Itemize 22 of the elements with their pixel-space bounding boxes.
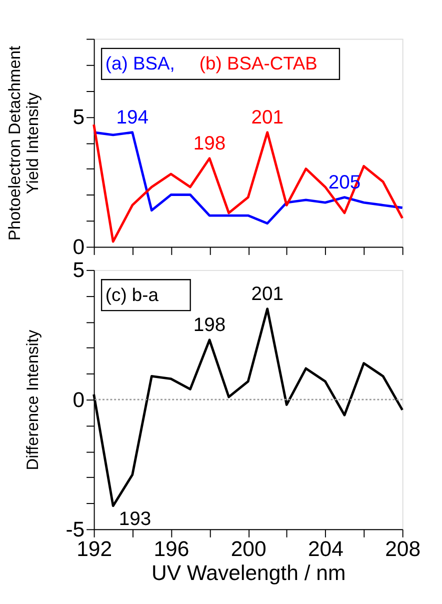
x-tick-label: 208 (385, 536, 421, 561)
annotation: 194 (116, 106, 149, 129)
y-tick-label: 0 (72, 388, 85, 412)
text: (c) b-a (105, 284, 160, 305)
y-axis-title: Difference Intensity (24, 329, 42, 470)
annotation: 201 (251, 283, 284, 306)
y-tick-label: 5 (72, 258, 85, 282)
x-tick-label: 200 (230, 536, 266, 561)
y-tick-label: 0 (72, 234, 85, 259)
annotation: 198 (193, 132, 226, 155)
annotation: 193 (118, 508, 152, 530)
y-axis-title: Photoelectron Detachment Yield Intensity (6, 46, 42, 241)
y-tick-label: 5 (72, 105, 85, 130)
line-series (92, 123, 404, 243)
annotation: 198 (193, 314, 226, 336)
x-tick-label: 196 (154, 536, 190, 561)
x-tick-label: 204 (308, 536, 344, 561)
annotation: 201 (251, 106, 284, 129)
text: (b) BSA-CTAB (199, 52, 318, 74)
x-axis-title: UV Wavelength / nm (151, 560, 346, 585)
line-series (92, 131, 404, 225)
text: (a) BSA, (105, 52, 175, 74)
